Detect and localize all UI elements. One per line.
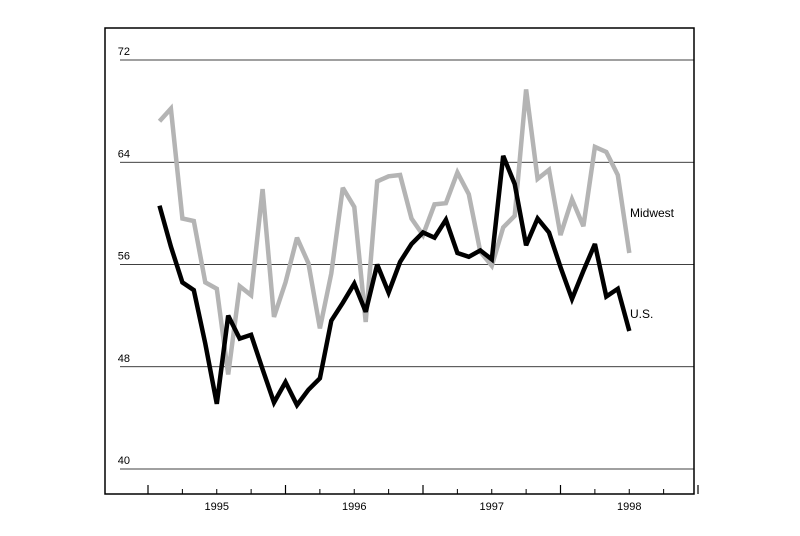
- y-tick-label: 40: [118, 455, 130, 467]
- series-line-us: [157, 155, 632, 410]
- series-label-midwest: Midwest: [630, 206, 675, 220]
- x-axis: 1995 1996 1997 1998: [147, 485, 699, 513]
- y-tick-label: 72: [118, 46, 130, 58]
- y-tick-label: 56: [118, 251, 130, 263]
- y-axis: 40 48 56 64 72: [118, 46, 130, 467]
- x-tick-label: 1995: [205, 501, 229, 513]
- series-line-midwest: [157, 89, 632, 375]
- x-tick-label: 1996: [342, 501, 366, 513]
- series-label-us: U.S.: [630, 307, 653, 321]
- series-lines: [157, 89, 632, 410]
- y-tick-label: 48: [118, 353, 130, 365]
- y-tick-label: 64: [118, 148, 130, 160]
- x-tick-label: 1997: [480, 501, 504, 513]
- x-tick-label: 1998: [617, 501, 641, 513]
- gridlines: [120, 59, 694, 470]
